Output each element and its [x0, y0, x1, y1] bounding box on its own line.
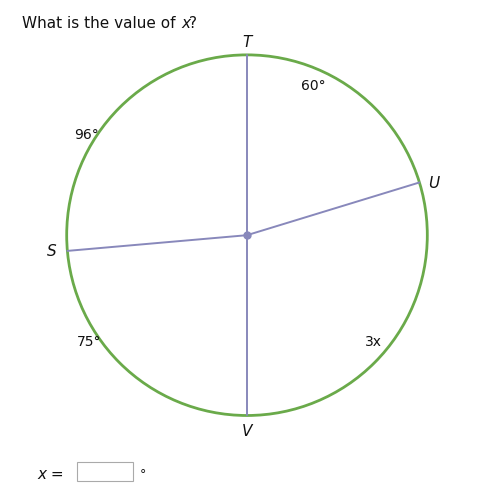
- Text: 60°: 60°: [301, 78, 326, 92]
- Text: °: °: [139, 467, 146, 480]
- Text: S: S: [47, 244, 56, 259]
- Text: T: T: [243, 35, 251, 50]
- Text: 3x: 3x: [365, 335, 381, 349]
- Text: V: V: [242, 423, 252, 438]
- FancyBboxPatch shape: [77, 462, 133, 481]
- Text: x =: x =: [37, 466, 64, 481]
- Text: U: U: [428, 176, 439, 190]
- Text: 75°: 75°: [77, 335, 101, 349]
- Text: x: x: [181, 17, 190, 31]
- Text: What is the value of: What is the value of: [22, 17, 181, 31]
- Text: ?: ?: [189, 17, 197, 31]
- Text: 96°: 96°: [74, 128, 99, 142]
